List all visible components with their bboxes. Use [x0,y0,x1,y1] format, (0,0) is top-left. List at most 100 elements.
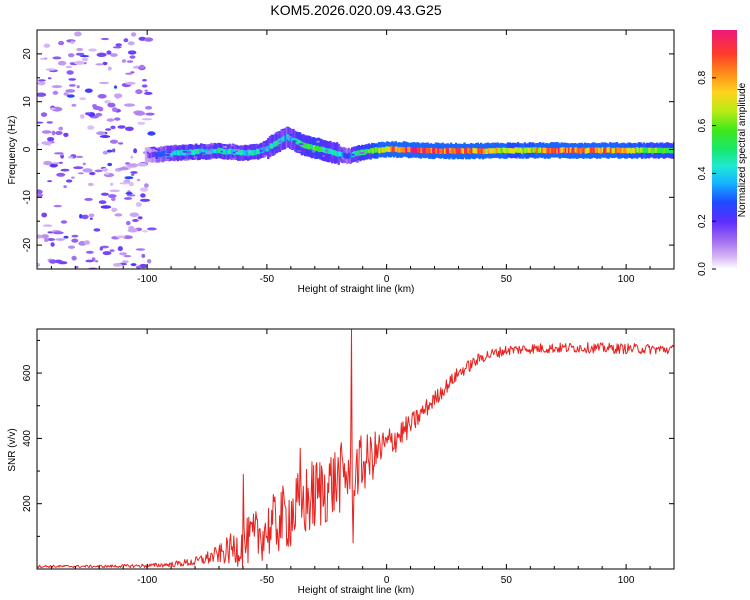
noise-blob [107,162,112,167]
noise-blob [71,255,77,261]
ridge-cell [326,148,329,154]
ridge-scatter [311,150,316,153]
ridge-cell [598,147,601,154]
noise-blob [118,142,124,145]
noise-blob [97,106,104,112]
ridge-cell [150,152,153,158]
noise-blob [47,137,55,142]
colorbar-tick-label: 0.8 [697,70,708,84]
ridge-scatter [352,157,358,160]
ridge-cell [670,148,673,154]
ridge-cell [489,148,492,154]
ridge-cell [417,147,420,153]
ridge-cell [217,147,220,154]
ridge-cell [373,147,376,153]
ridge-cell [200,148,204,154]
noise-blob [57,60,67,66]
noise-blob [147,131,156,136]
noise-blob [37,262,41,267]
noise-blob [100,192,109,196]
ridge-cell [445,147,448,154]
snr-axes: -100 -50 0 50 100 200 400 600 [22,329,675,586]
noise-blob [82,162,86,166]
noise-blob [65,65,72,69]
noise-blob [93,228,101,232]
noise-blob [123,197,133,200]
noise-blob [117,246,123,252]
ridge-scatter [322,154,325,157]
ridge-scatter [155,157,159,160]
ridge-cell [331,150,334,156]
noise-blob [96,131,106,136]
ridge-cell [460,147,463,154]
ridge-scatter [209,157,212,160]
noise-blob [95,260,99,263]
ridge-cell [214,147,217,154]
ridge-cell [319,146,323,152]
ridge-cell [453,148,457,154]
colorbar-tick-label: 0.0 [697,262,708,276]
ridge-cell [648,147,651,153]
ridge-cell [405,147,408,153]
ridge-cell [656,147,660,153]
ridge-scatter [355,160,360,163]
ridge-cell [502,147,505,153]
colorbar-gradient [712,30,737,269]
ridge-scatter [160,149,164,152]
ridge-cell [665,148,668,154]
ridge-cell [190,149,194,155]
noise-blob [129,212,139,218]
ridge-cell [153,151,157,157]
ridge-scatter [351,149,355,152]
ridge-cell [236,149,239,155]
ridge-cell [591,147,594,153]
ridge-cell [341,152,344,158]
noise-blob [127,50,137,55]
ridge-cell [197,148,200,155]
colorbar-label: Normalized spectral amplitude [737,82,748,217]
ridge-cell [403,147,406,153]
ridge-cell [428,147,432,153]
ridge-cell [658,147,661,153]
noise-blob [101,167,109,172]
ridge-cell [619,148,623,154]
ridge-scatter [296,149,302,152]
ridge-cell [179,150,182,156]
noise-blob [81,214,89,220]
noise-blob [147,259,152,264]
ridge-cell [182,150,185,156]
noise-blob [108,194,117,199]
noise-blob [130,155,134,159]
ridge-cell [376,147,380,153]
noise-blob [130,32,137,37]
ridge-cell [314,145,318,152]
noise-blob [76,155,84,158]
ridge-cell [393,146,396,152]
ridge-scatter [212,153,217,156]
ridge-cell [526,147,529,153]
ridge-scatter [193,156,198,159]
ridge-cell [375,147,378,153]
ridge-cell [557,148,561,154]
ridge-scatter [154,147,158,150]
noise-blob [88,48,97,52]
noise-blob [66,94,75,98]
noise-blob [52,231,64,235]
ridge-cell [609,147,613,154]
ridge-cell [169,151,172,157]
ridge-cell [589,147,593,154]
noise-blob [94,169,103,173]
noise-blob [126,220,131,226]
noise-blob [130,71,135,74]
ridge-scatter [173,144,178,147]
noise-blob [139,198,151,202]
noise-blob [63,185,67,189]
ridge-scatter [166,149,170,152]
ridge-cell [207,149,210,155]
snr-frame [36,328,675,570]
ridge-cell [430,147,433,154]
ridge-scatter [169,149,174,152]
noise-blob [111,207,117,213]
noise-blob [100,205,112,209]
